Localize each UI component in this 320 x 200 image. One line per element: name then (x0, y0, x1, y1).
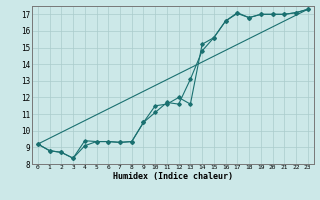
X-axis label: Humidex (Indice chaleur): Humidex (Indice chaleur) (113, 172, 233, 181)
